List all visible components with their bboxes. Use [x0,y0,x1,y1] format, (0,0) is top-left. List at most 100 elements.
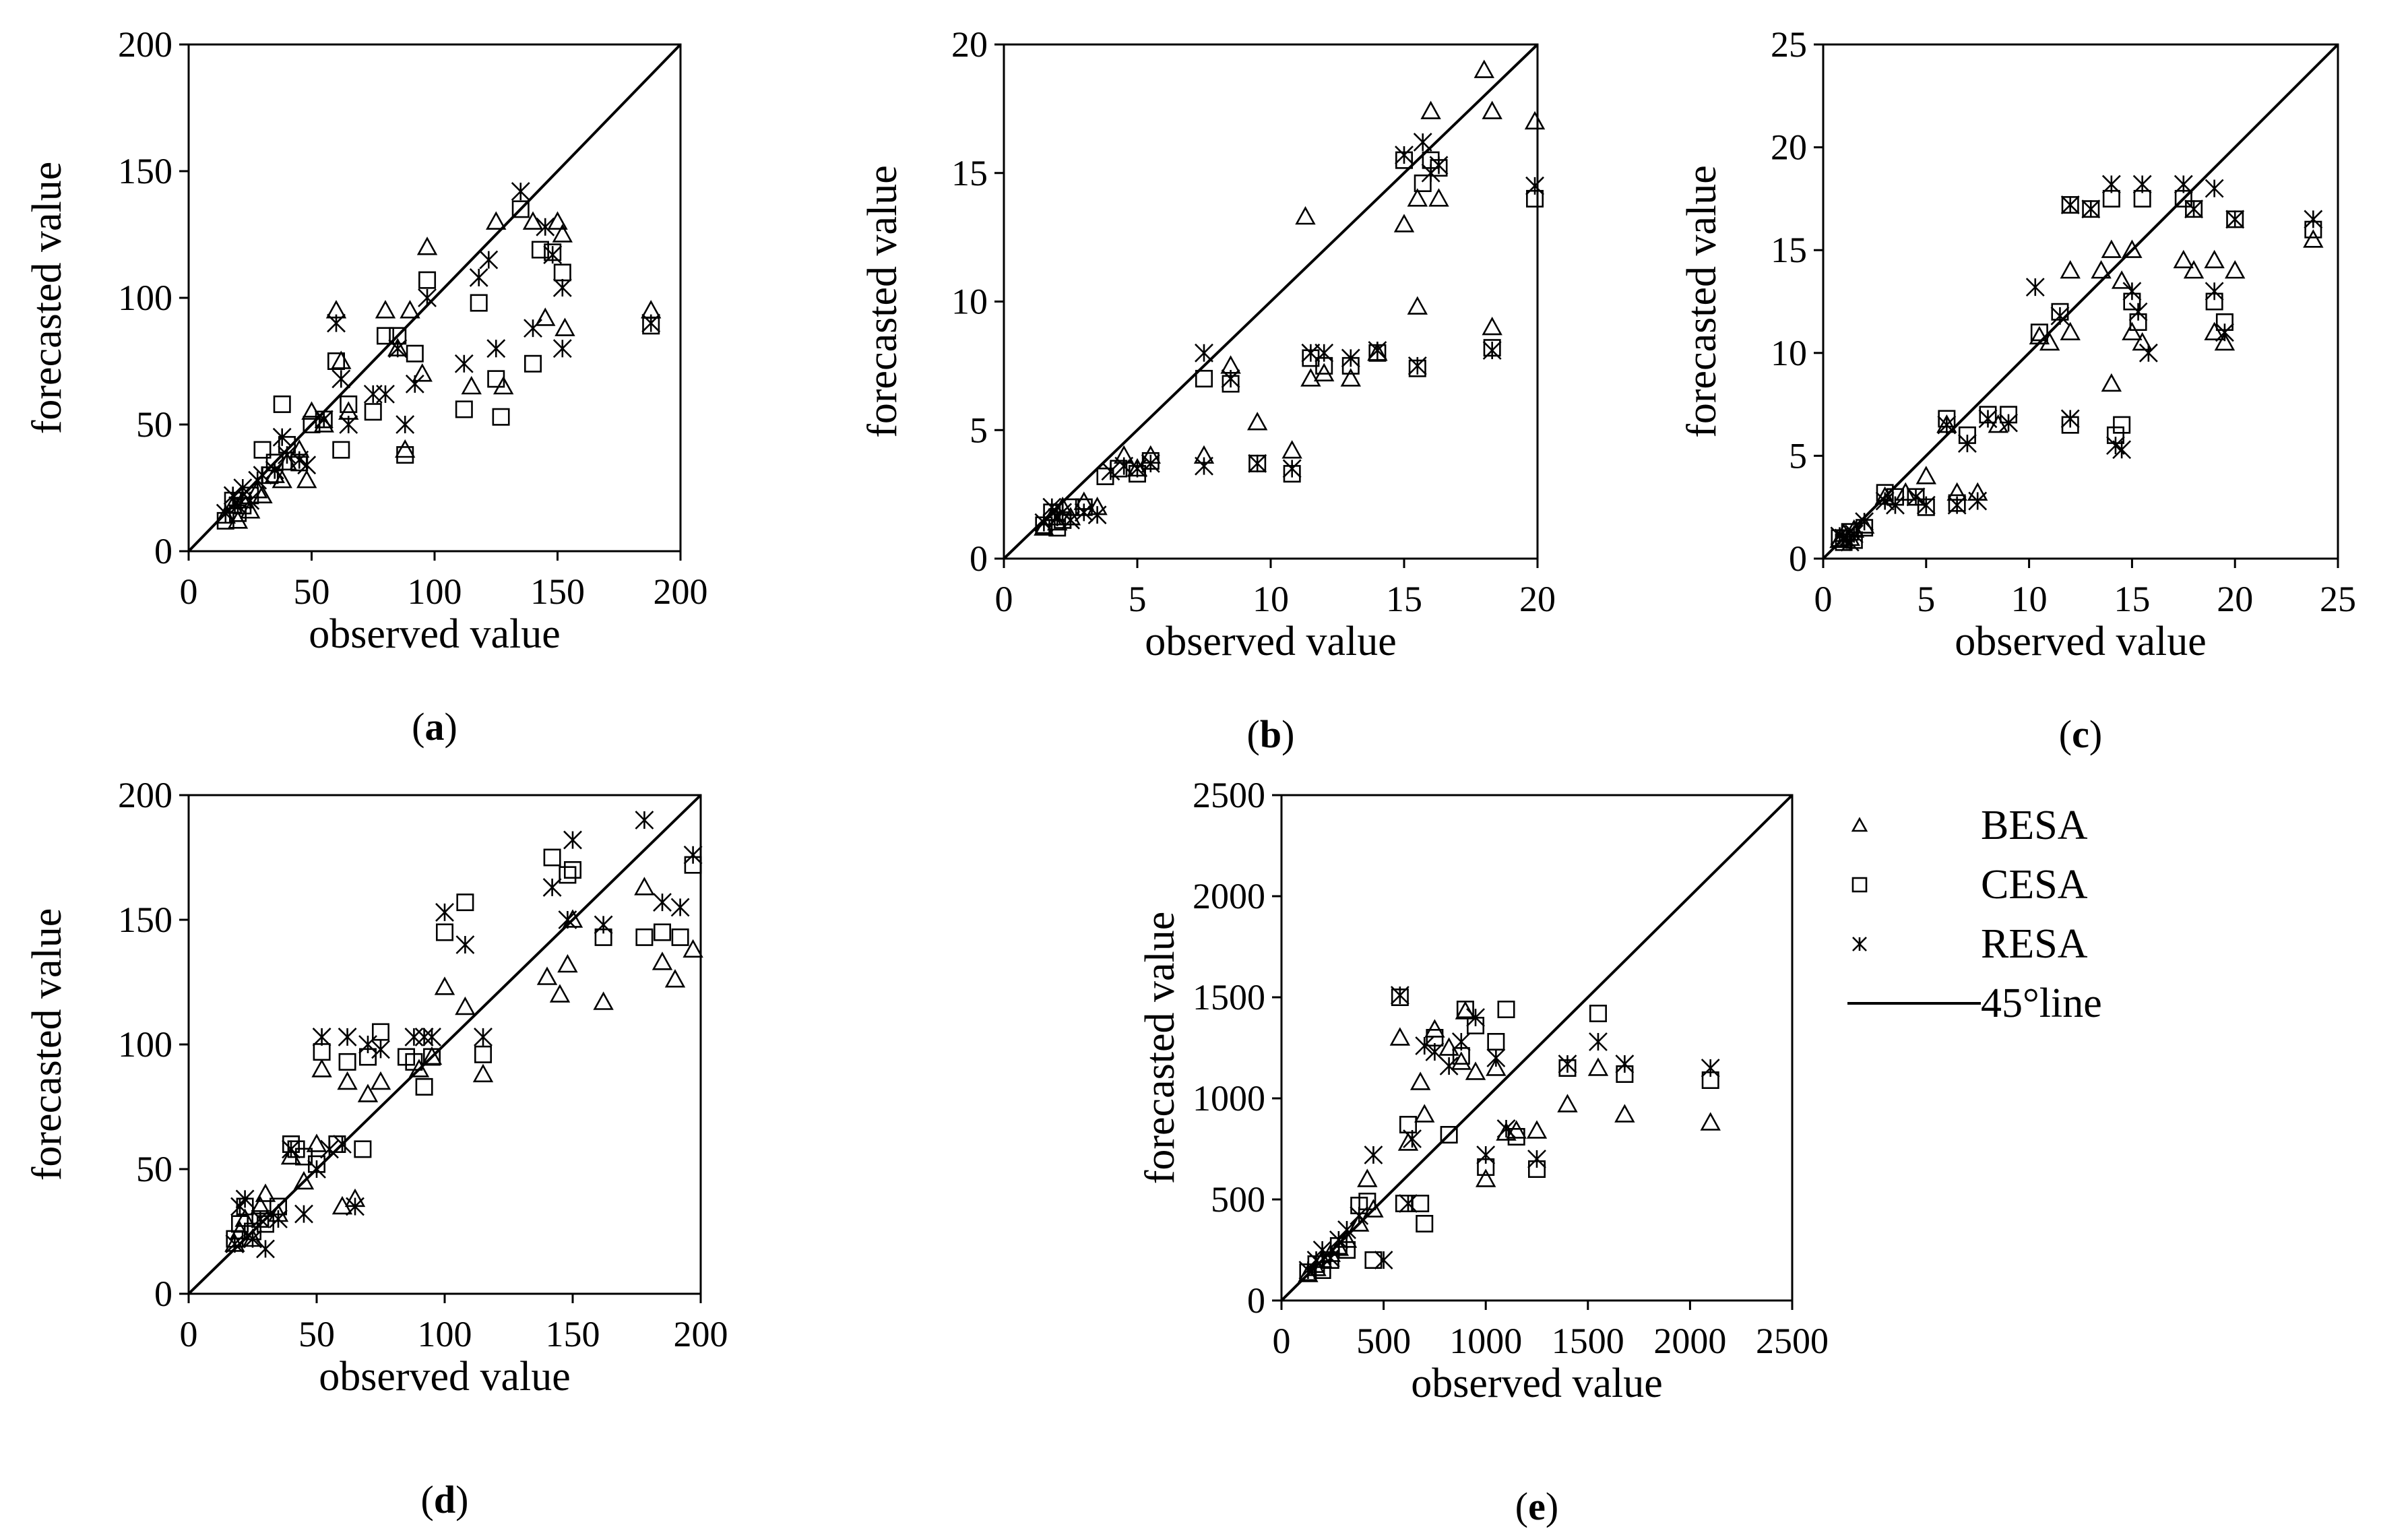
data-point-besa [2060,321,2081,340]
panel-label-close: ) [1546,1484,1558,1528]
data-point-resa [1486,1048,1506,1067]
data-point-resa [670,898,690,917]
data-point-resa [314,410,334,429]
data-point-besa [1340,368,1362,387]
data-point-resa [1403,1129,1422,1148]
data-point-resa [2132,175,2152,194]
data-point-cesa [2102,189,2120,208]
data-point-resa [1221,369,1240,388]
data-point-cesa [2133,189,2151,208]
data-point-cesa [435,923,453,941]
legend-entry-1: BESA [1851,803,2088,848]
legend: BESA CESA RESA 45°line [1847,803,2102,1026]
data-point-resa [294,1204,313,1224]
data-point-resa [1341,348,1360,368]
data-point-cesa [253,441,272,459]
data-point-besa [311,1059,332,1077]
data-point-besa [2173,249,2194,269]
y-tick-label: 20 [951,24,988,65]
y-tick-label: 500 [1211,1179,1265,1220]
data-point-resa [1429,156,1449,175]
x-tick-label: 0 [180,571,198,612]
panel-label: (b) [1247,712,1295,756]
data-point-besa [2204,249,2225,269]
y-tick-label: 0 [154,531,172,571]
data-point-resa [558,910,577,929]
data-point-besa [1357,1168,1378,1187]
data-point-resa [414,1027,434,1046]
x-tick-label: 200 [654,571,708,612]
data-point-besa [549,984,571,1003]
panel-label: (d) [421,1478,469,1522]
data-point-resa [1482,341,1502,360]
legend-entry-2: CESA [1851,862,2088,908]
data-point-besa [2101,373,2122,392]
data-point-resa [278,445,296,465]
data-point-resa [2050,306,2070,325]
data-point-resa [594,915,613,935]
y-tick-label: 2500 [1193,775,1265,815]
reference-45-line [1003,43,1539,560]
data-point-resa [1958,434,1977,453]
data-point-resa [1466,1008,1485,1027]
x-tick-label: 25 [2320,579,2356,619]
data-point-besa [412,363,433,382]
data-point-cesa [406,344,424,363]
data-point-cesa [340,395,358,413]
y-axis-label: forecasted value [1137,912,1183,1184]
panel-label-open: ( [412,705,424,749]
legend-asterisk-swatch [1852,937,1867,951]
data-point-resa [435,902,454,922]
panel-label-close: ) [2089,712,2102,756]
x-tick-label: 5 [1129,579,1147,619]
series-cesa [1035,151,1544,537]
data-point-resa [2174,175,2193,194]
data-point-resa [1399,1194,1418,1213]
chart-panel-4: 0 50 100 150 200 0 50 100 150 200 observed value fo… [24,775,728,1522]
data-point-cesa [511,200,530,218]
data-point-besa [1486,1057,1507,1076]
data-point-resa [1337,1220,1356,1239]
data-point-cesa [671,928,689,946]
chart-panel-2: 0 5 10 15 20 0 5 10 15 20 observed value forecasted… [860,24,1556,756]
data-point-resa [1298,1261,1318,1280]
data-point-cesa [563,861,581,879]
data-point-resa [1374,1251,1393,1270]
y-axis-label: forecasted value [24,908,70,1181]
data-point-cesa [559,866,577,884]
series-cesa [1831,189,2322,551]
data-point-resa [2215,323,2234,342]
data-point-besa [2060,260,2081,279]
data-point-cesa [474,1045,492,1063]
data-point-resa [327,313,346,333]
data-point-resa [563,830,582,850]
data-point-besa [394,439,416,458]
x-tick-label: 0 [1814,579,1833,619]
data-point-resa [241,491,260,510]
data-point-besa [1393,214,1415,232]
data-point-resa [1395,146,1414,164]
data-point-resa [404,1027,424,1046]
data-point-resa [376,384,395,404]
x-tick-label: 500 [1356,1321,1411,1361]
legend-entry-3: RESA [1852,921,2088,967]
data-point-resa [486,339,506,358]
data-point-besa [1506,1120,1527,1139]
plot-frame [1280,794,1794,1302]
legend-triangle-swatch [1851,817,1868,832]
data-point-besa [255,1183,276,1202]
data-point-besa [331,350,352,369]
data-point-cesa [327,352,345,370]
data-point-resa [2184,199,2203,219]
chart-panel-3: 0 5 10 15 20 25 0 5 10 15 20 25 observed value foreca… [1679,24,2356,756]
data-point-besa [461,375,482,395]
panel-label-close: ) [455,1478,468,1522]
panel-label-letter: d [434,1478,455,1522]
y-tick-label: 2000 [1193,876,1265,916]
chart-panel-5: 0 500 1000 1500 2000 2500 0 500 1000 1500 2000 2500… [1137,775,1829,1528]
panel-label-open: ( [1515,1484,1528,1528]
data-point-cesa [1507,1128,1525,1146]
data-point-besa [1526,1120,1548,1139]
x-axis-label: observed value [309,611,561,657]
data-point-resa [358,1035,377,1054]
